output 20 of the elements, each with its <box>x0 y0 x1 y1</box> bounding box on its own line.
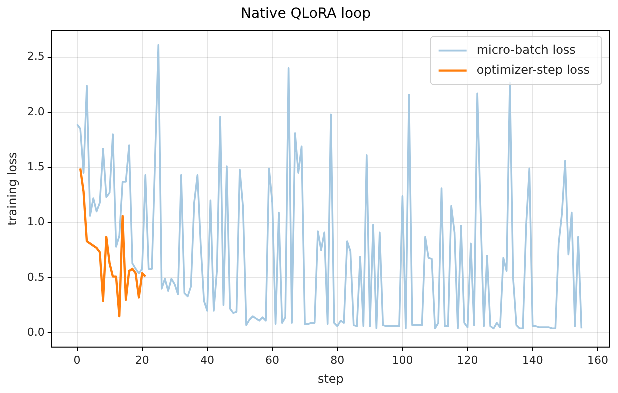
x-tick-label: 40 <box>200 354 214 367</box>
x-tick-label: 160 <box>587 354 608 367</box>
x-tick-label: 120 <box>457 354 478 367</box>
y-tick-label: 1.5 <box>27 160 45 174</box>
chart-title: Native QLoRA loop <box>240 6 372 22</box>
y-axis-title: training loss <box>5 152 20 226</box>
x-tick-label: 100 <box>392 354 414 367</box>
x-tick-label: 60 <box>266 354 280 367</box>
x-tick-label: 20 <box>135 354 150 367</box>
y-tick-label: 0.0 <box>27 326 45 339</box>
y-tick-label: 2.5 <box>27 50 45 64</box>
x-tick-label: 140 <box>522 354 544 367</box>
y-tick-label: 2.0 <box>27 105 45 118</box>
legend-label: micro-batch loss <box>476 42 576 57</box>
y-tick-label: 0.5 <box>27 270 45 284</box>
x-axis-title: step <box>318 372 344 386</box>
x-tick-label: 0 <box>74 354 81 367</box>
y-tick-label: 1.0 <box>27 216 45 229</box>
x-tick-label: 80 <box>330 354 345 367</box>
legend-label: optimizer-step loss <box>476 62 590 77</box>
